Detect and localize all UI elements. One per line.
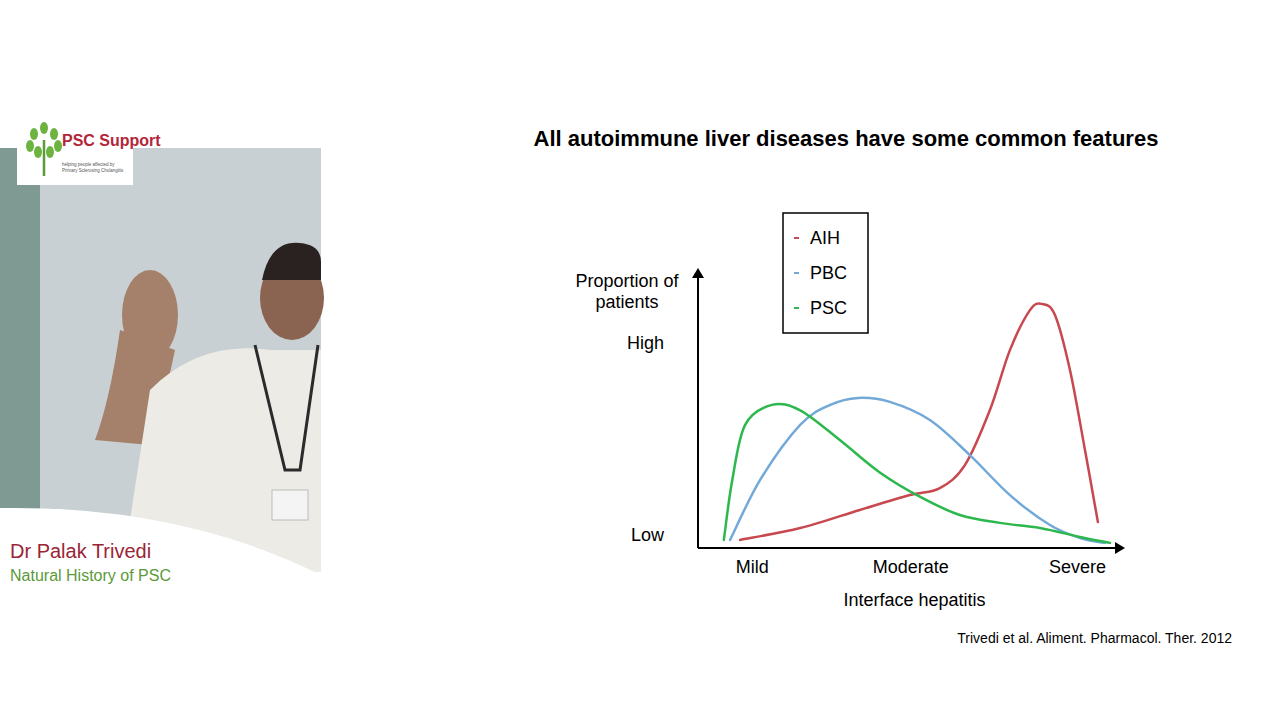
axes: Mild Moderate Severe Low High	[627, 268, 1125, 577]
y-axis-line	[697, 278, 699, 548]
talk-title: Natural History of PSC	[10, 567, 171, 584]
logo-tree-trunk	[43, 140, 46, 176]
legend-swatch	[794, 272, 799, 274]
speaker-hand	[122, 270, 178, 360]
logo-leaf	[30, 128, 38, 140]
y-axis-title: Proportion ofpatients	[575, 271, 679, 312]
speaker-lanyard	[255, 345, 318, 470]
logo-title: PSC Support	[62, 132, 161, 149]
caption-band	[0, 508, 321, 720]
series-line	[740, 303, 1098, 539]
speaker-video	[0, 148, 324, 572]
legend: AIH PBC PSC	[783, 213, 868, 333]
background	[0, 0, 1280, 720]
chart-title: All autoimmune liver diseases have some …	[534, 126, 1159, 151]
logo-leaf	[34, 146, 42, 158]
x-tick-label: Mild	[736, 557, 769, 577]
x-axis-line	[698, 547, 1115, 549]
y-axis-arrow	[692, 268, 704, 278]
legend-label: PSC	[810, 298, 847, 318]
logo-leaf	[40, 122, 48, 134]
citation: Trivedi et al. Aliment. Pharmacol. Ther.…	[957, 630, 1232, 646]
logo-leaf	[54, 140, 62, 152]
speaker-hair	[262, 243, 321, 280]
series-line	[724, 404, 1110, 543]
speaker-badge	[272, 490, 308, 520]
video-frame	[0, 148, 321, 572]
logo-leaf	[50, 128, 58, 140]
y-tick-label: High	[627, 333, 664, 353]
speaker-name: Dr Palak Trivedi	[10, 540, 151, 562]
legend-label: AIH	[810, 228, 840, 248]
x-tick-label: Moderate	[873, 557, 949, 577]
logo-leaf	[46, 146, 54, 158]
y-tick-label: Low	[631, 525, 665, 545]
logo: PSC Support helping people affected byPri…	[17, 113, 161, 185]
legend-swatch	[794, 237, 799, 239]
logo-leaf	[26, 140, 34, 152]
legend-swatch	[794, 307, 799, 309]
x-axis-title: Interface hepatitis	[843, 590, 985, 610]
logo-box	[17, 113, 133, 185]
x-tick-label: Severe	[1049, 557, 1106, 577]
plot-area	[724, 303, 1110, 542]
slide: PSC Support helping people affected byPri…	[0, 0, 1280, 720]
x-axis-arrow	[1115, 542, 1125, 554]
legend-label: PBC	[810, 263, 847, 283]
logo-tagline: helping people affected byPrimary Sclero…	[62, 162, 124, 173]
legend-box	[783, 213, 868, 333]
series-line	[730, 398, 1105, 543]
